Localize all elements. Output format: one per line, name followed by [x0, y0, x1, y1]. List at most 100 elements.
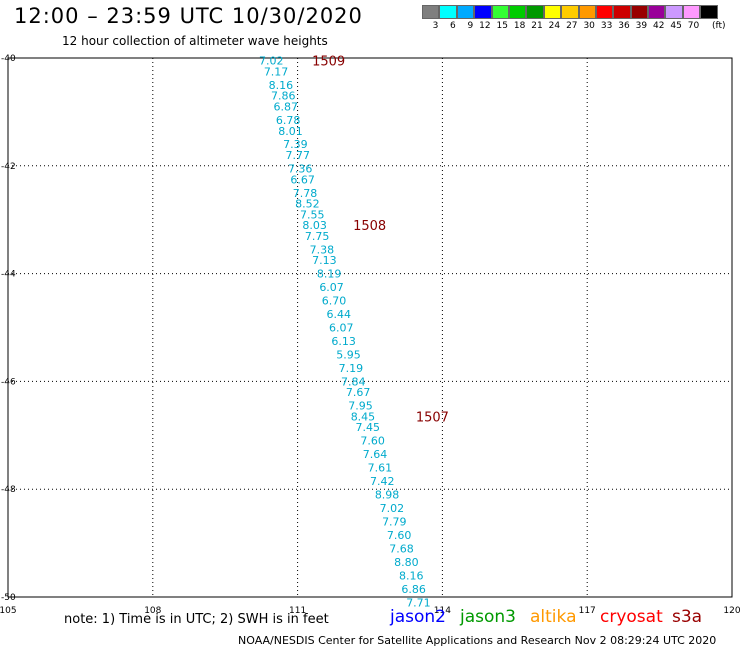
swh-data-label: 7.95: [348, 400, 373, 413]
swh-data-label: 7.39: [283, 138, 308, 151]
color-scale-label: 3: [432, 21, 439, 31]
swh-data-label: 7.17: [264, 65, 289, 78]
swh-data-label: 7.68: [389, 542, 414, 555]
swh-data-label: 6.07: [319, 281, 344, 294]
swh-data-label: 8.80: [394, 556, 419, 569]
color-scale-label: 39: [635, 21, 648, 31]
color-scale-cell: [561, 5, 579, 19]
color-scale-labels: 3 6 9 12 15 18 21 24 27 30 33 36 39 42 45 70: [422, 21, 700, 31]
legend-cryosat: cryosat: [600, 607, 663, 627]
swh-data-label: 7.79: [382, 516, 407, 529]
x-tick-label: 105: [0, 606, 17, 616]
color-scale-label: 9: [467, 21, 474, 31]
color-scale-cell: [682, 5, 701, 19]
color-scale-label: 36: [618, 21, 630, 31]
swh-data-label: 6.70: [322, 295, 347, 308]
swh-data-label: 7.75: [305, 230, 330, 243]
swh-data-label: 7.86: [271, 90, 296, 103]
color-scale-label: 15: [496, 21, 508, 31]
color-scale-label: 6: [450, 21, 456, 31]
chart-title: 12:00 – 23:59 UTC 10/30/2020: [14, 4, 363, 28]
legend-jason2: jason2: [390, 607, 446, 627]
swh-data-label: 7.45: [356, 421, 381, 434]
x-tick-label: 108: [144, 606, 161, 616]
swh-data-label: 7.64: [363, 448, 388, 461]
swh-data-label: 7.55: [300, 208, 325, 221]
swh-data-label: 6.07: [329, 322, 354, 335]
x-tick-label: 111: [289, 606, 306, 616]
y-tick-label: -48: [1, 485, 16, 495]
color-scale-label: 24: [548, 21, 561, 31]
chart-subtitle: 12 hour collection of altimeter wave hei…: [62, 34, 328, 48]
time-label: 1508: [353, 219, 386, 234]
swh-data-label: 7.02: [380, 502, 405, 515]
swh-data-label: 8.45: [351, 410, 376, 423]
x-tick-label: 117: [579, 606, 596, 616]
swh-data-label: 7.13: [312, 254, 337, 267]
color-scale-cell: [665, 5, 683, 19]
color-scale-label: 30: [583, 21, 595, 31]
swh-data-label: 7.36: [288, 162, 313, 175]
swh-data-label: 7.61: [368, 462, 393, 475]
color-scale-label: 18: [513, 21, 526, 31]
swh-data-label: 6.78: [276, 114, 301, 127]
color-scale-cell: [422, 5, 440, 19]
swh-data-label: 7.77: [286, 149, 311, 162]
plot-frame: [7, 57, 733, 598]
swh-data-label: 8.98: [375, 489, 400, 502]
time-label: 1509: [312, 55, 345, 70]
swh-data-label: 7.60: [387, 529, 412, 542]
swh-data-label: 8.03: [302, 219, 327, 232]
swh-data-label: 7.71: [406, 596, 431, 609]
color-scale-unit: (ft): [712, 21, 726, 31]
swh-data-label: 8.19: [317, 268, 342, 281]
swh-data-label: 7.19: [339, 362, 364, 375]
y-tick-label: -46: [1, 377, 16, 387]
legend-altika: altika: [530, 607, 577, 627]
legend-s3a: s3a: [672, 607, 703, 627]
color-scale-cell: [508, 5, 527, 19]
color-scale-bar: [422, 5, 718, 19]
color-scale-cell: [543, 5, 562, 19]
color-scale-cell: [439, 5, 457, 19]
color-scale-cell: [578, 5, 596, 19]
swh-data-label: 6.44: [327, 308, 352, 321]
color-scale-cell: [595, 5, 614, 19]
color-scale-label: 42: [653, 21, 665, 31]
color-scale-cell: [630, 5, 649, 19]
color-scale-label: 21: [531, 21, 543, 31]
footer-credit: NOAA/NESDIS Center for Satellite Applica…: [238, 634, 717, 647]
swh-data-label: 5.95: [336, 348, 361, 361]
swh-data-label: 6.13: [331, 335, 356, 348]
swh-data-label: 8.01: [278, 125, 303, 138]
swh-data-label: 8.16: [399, 569, 424, 582]
color-scale-label: 70: [687, 21, 700, 31]
swh-data-label: 7.02: [259, 55, 284, 68]
swh-data-label: 6.67: [290, 173, 315, 186]
color-scale-label: 12: [479, 21, 491, 31]
color-scale-cell: [474, 5, 492, 19]
swh-data-label: 7.84: [341, 375, 366, 388]
x-tick-label: 114: [434, 606, 451, 616]
color-scale-cell: [491, 5, 509, 19]
color-scale-cell: [456, 5, 475, 19]
footer-note: note: 1) Time is in UTC; 2) SWH is in fe…: [64, 612, 329, 627]
legend-jason3: jason3: [460, 607, 516, 627]
swh-data-label: 7.42: [370, 475, 395, 488]
swh-data-label: 7.78: [293, 187, 318, 200]
swh-data-label: 6.86: [401, 583, 426, 596]
x-tick-label: 120: [723, 606, 740, 616]
y-tick-label: -42: [1, 162, 16, 172]
color-scale-cell: [526, 5, 544, 19]
swh-data-label: 7.60: [360, 435, 385, 448]
swh-data-label: 7.38: [310, 243, 335, 256]
y-tick-label: -44: [1, 270, 16, 280]
color-scale-label: 27: [566, 21, 578, 31]
swh-data-label: 6.87: [273, 101, 298, 114]
swh-data-label: 8.16: [269, 79, 294, 92]
y-tick-label: -40: [1, 54, 16, 64]
swh-data-label: 8.52: [295, 198, 320, 211]
time-label: 1507: [416, 410, 449, 425]
color-scale-label: 45: [670, 21, 682, 31]
